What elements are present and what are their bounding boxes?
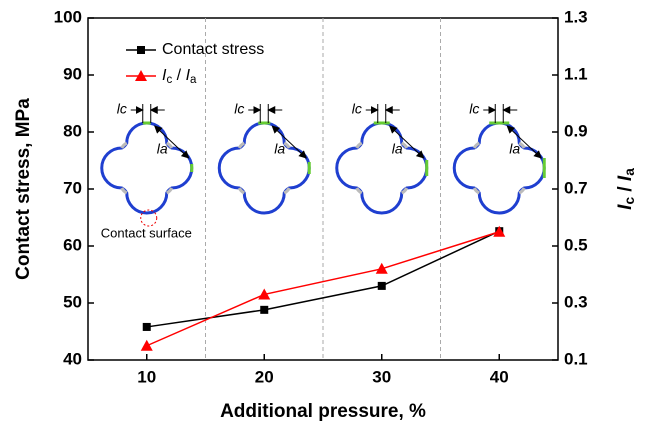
marker — [142, 322, 151, 331]
y-tick-label: 40 — [63, 349, 82, 368]
y-axis-title: Contact stress, MPa — [13, 98, 34, 280]
x-tick-label: 10 — [137, 367, 156, 386]
marker — [375, 262, 388, 274]
marker — [140, 339, 153, 351]
la-label: la — [392, 141, 403, 157]
x-tick-label: 20 — [255, 367, 274, 386]
y2-tick-label: 0.7 — [564, 178, 588, 197]
la-arrow — [506, 125, 542, 159]
y-tick-label: 50 — [63, 292, 82, 311]
y2-tick-label: 0.3 — [564, 292, 588, 311]
contact-surface-label: Contact surface — [101, 225, 192, 240]
marker — [260, 305, 269, 314]
marker — [493, 225, 506, 237]
legend-marker — [137, 46, 145, 54]
y-tick-label: 70 — [63, 178, 82, 197]
contact-circle — [140, 209, 158, 227]
inset-outline — [100, 121, 194, 215]
lc-label: lc — [352, 101, 362, 117]
legend-marker — [135, 70, 147, 81]
la-arrow — [154, 125, 190, 159]
la-label: la — [157, 141, 168, 157]
y-tick-label: 60 — [63, 235, 82, 254]
lc-label: lc — [469, 101, 479, 117]
legend-label: Contact stress — [162, 41, 264, 58]
y2-tick-label: 1.1 — [564, 64, 588, 83]
la-label: la — [274, 141, 285, 157]
la-label: la — [509, 141, 520, 157]
marker — [377, 281, 386, 290]
y-tick-label: 100 — [54, 7, 82, 26]
la-arrow — [389, 125, 425, 159]
y2-tick-label: 1.3 — [564, 7, 588, 26]
lc-label: lc — [234, 101, 244, 117]
series-line — [146, 231, 500, 347]
y2-tick-label: 0.9 — [564, 121, 588, 140]
y-tick-label: 80 — [63, 121, 82, 140]
lc-label: lc — [117, 101, 127, 117]
x-tick-label: 30 — [372, 367, 391, 386]
legend-label: Ic​ / Ia​ — [162, 67, 197, 86]
x-axis-title: Additional pressure, % — [220, 401, 426, 422]
marker — [258, 288, 271, 300]
y2-tick-label: 0.1 — [564, 349, 588, 368]
inset-outline — [217, 121, 311, 215]
y2-axis-title: Ic​ / Ia​ — [615, 168, 637, 210]
inset-outline — [452, 121, 546, 215]
y-tick-label: 90 — [63, 64, 82, 83]
series-line — [146, 230, 500, 328]
x-tick-label: 40 — [490, 367, 509, 386]
la-arrow — [271, 125, 307, 159]
inset-outline — [335, 121, 429, 215]
y2-tick-label: 0.5 — [564, 235, 588, 254]
